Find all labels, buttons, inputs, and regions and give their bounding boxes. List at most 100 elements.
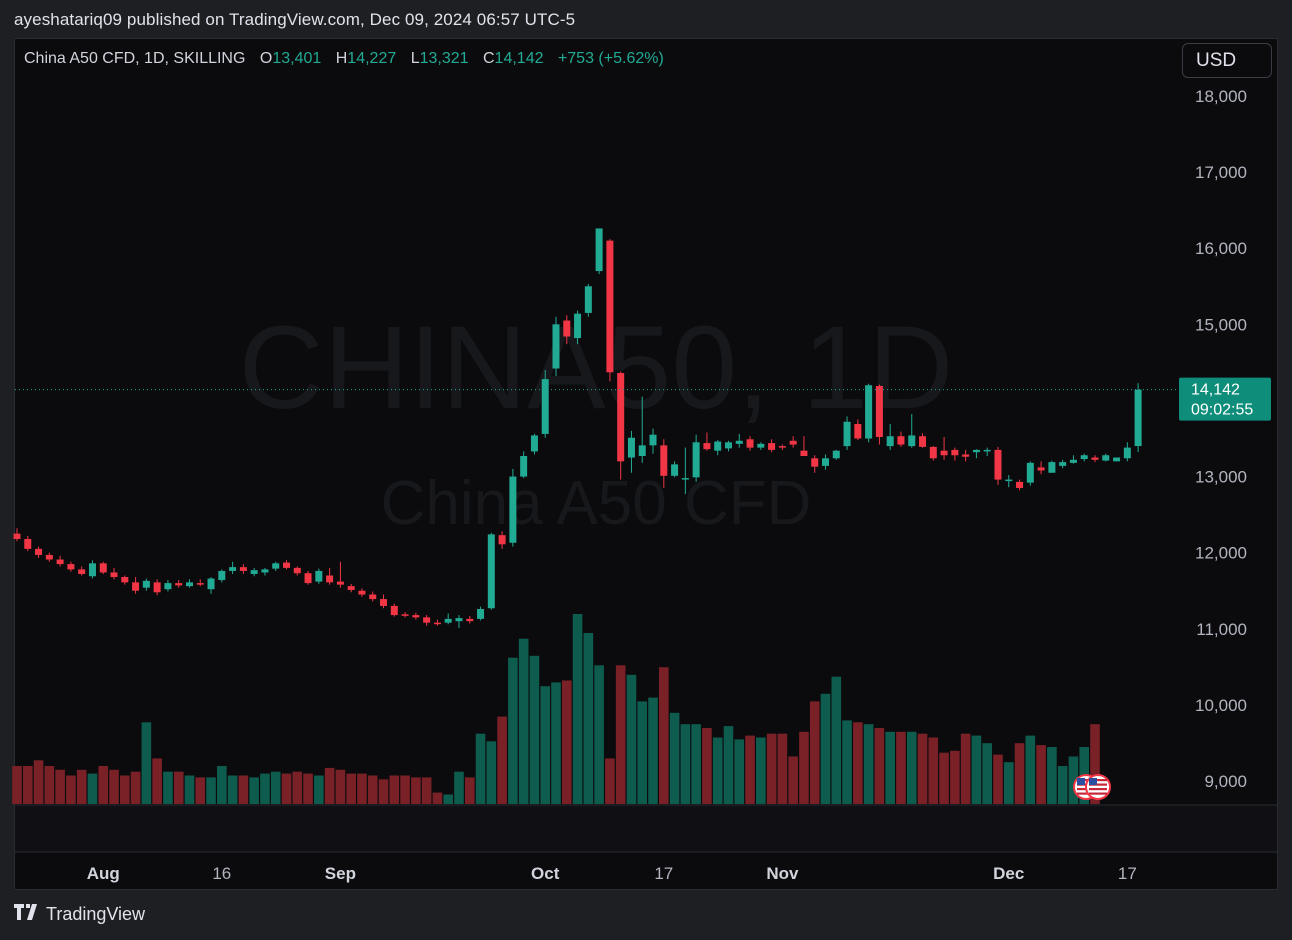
candle-body xyxy=(865,385,873,439)
volume-bar xyxy=(1014,743,1025,804)
candle-body xyxy=(185,582,193,587)
candle-body xyxy=(315,570,323,582)
candle-body xyxy=(822,458,829,466)
flag-stripe xyxy=(1089,792,1107,795)
candle-body xyxy=(940,450,948,456)
volume-bar xyxy=(928,737,939,804)
volume-bar xyxy=(853,722,863,804)
candle-body xyxy=(757,443,765,448)
candle-body xyxy=(1016,481,1024,488)
volume-bar xyxy=(669,712,680,804)
volume-bar xyxy=(87,773,98,804)
candle-body xyxy=(962,454,970,457)
candle-body xyxy=(455,618,463,622)
volume-bar xyxy=(1025,735,1036,804)
volume-bar xyxy=(120,775,130,804)
candle-body xyxy=(574,313,582,339)
volume-bar xyxy=(605,758,615,804)
candle-body xyxy=(121,577,129,583)
candle-body xyxy=(1102,455,1110,461)
close-value: 14,142 xyxy=(494,50,544,67)
volume-bar xyxy=(141,722,152,804)
candle-body xyxy=(466,618,474,622)
volume-bar xyxy=(950,750,960,804)
candle-body xyxy=(380,599,388,606)
candle-body xyxy=(875,385,883,437)
candle-body xyxy=(584,286,592,313)
volume-bar xyxy=(238,775,249,804)
volume-bar xyxy=(400,775,410,804)
volume-bar xyxy=(324,767,335,804)
candle-body xyxy=(358,590,366,595)
candle-body xyxy=(13,533,21,539)
volume-bar xyxy=(702,728,712,804)
candle-body xyxy=(509,476,517,543)
tradingview-logo[interactable]: TradingView xyxy=(14,904,145,925)
x-tick-label: Aug xyxy=(87,864,120,883)
flag-canton xyxy=(1077,778,1085,785)
volume-bar xyxy=(1036,745,1046,804)
symbol-label[interactable]: China A50 CFD, 1D, SKILLING xyxy=(24,50,246,67)
volume-bar xyxy=(464,777,475,804)
low-value: 13,321 xyxy=(419,50,469,67)
us-flag-event-icon[interactable] xyxy=(1085,774,1111,800)
y-tick-label: 9,000 xyxy=(1204,772,1247,791)
volume-bar xyxy=(389,775,400,804)
indicator-pane xyxy=(15,805,1277,852)
volume-bar xyxy=(917,733,928,804)
y-tick-label: 13,000 xyxy=(1195,468,1247,487)
candle-body xyxy=(99,563,107,573)
candle-body xyxy=(175,583,183,586)
volume-bar xyxy=(335,769,346,804)
volume-bar xyxy=(863,724,874,804)
candle-body xyxy=(832,450,840,459)
candle-body xyxy=(412,615,420,618)
candle-body xyxy=(919,436,927,447)
watermark-subtitle: China A50 CFD xyxy=(381,469,812,538)
candle-body xyxy=(800,450,808,457)
volume-bar xyxy=(281,773,292,804)
volume-bar xyxy=(885,731,895,804)
volume-bar xyxy=(432,792,443,804)
candle-body xyxy=(164,583,172,590)
volume-bar xyxy=(648,697,658,804)
y-tick-label: 17,000 xyxy=(1195,163,1247,182)
flag-stripe xyxy=(1077,792,1095,795)
volume-bar xyxy=(960,733,971,804)
currency-button[interactable]: USD xyxy=(1182,43,1272,78)
candle-body xyxy=(67,564,75,570)
candle-body xyxy=(229,567,237,571)
candle-body xyxy=(196,583,204,585)
volume-bar xyxy=(378,779,389,804)
volume-bar xyxy=(842,720,852,804)
candle-body xyxy=(703,443,711,450)
volume-bar xyxy=(357,773,367,804)
candle-body xyxy=(908,435,916,447)
tradingview-logo-icon xyxy=(14,904,40,925)
candle-body xyxy=(714,441,722,451)
candle-body xyxy=(983,449,991,452)
candle-body xyxy=(789,440,797,445)
candle-body xyxy=(649,434,657,446)
candle-body xyxy=(401,614,409,616)
volume-bar xyxy=(777,733,788,804)
volume-bar xyxy=(1003,762,1014,804)
volume-bar xyxy=(109,769,119,804)
candle-body xyxy=(35,548,43,555)
candle-body xyxy=(552,324,560,369)
candle-body xyxy=(207,578,215,590)
flag-stripe xyxy=(1077,779,1095,782)
volume-bar xyxy=(993,754,1003,804)
candle-body xyxy=(520,456,528,477)
y-tick-label: 11,000 xyxy=(1196,620,1247,639)
volume-bar xyxy=(44,766,55,804)
volume-bar xyxy=(540,686,551,804)
candle-body xyxy=(638,445,646,457)
ohlc-legend: China A50 CFD, 1D, SKILLING O13,401 H14,… xyxy=(24,50,664,68)
candle-body xyxy=(811,458,819,467)
volume-bar xyxy=(874,728,885,804)
volume-bar xyxy=(260,773,270,804)
candle-body xyxy=(250,570,258,574)
candle-body xyxy=(627,437,635,458)
